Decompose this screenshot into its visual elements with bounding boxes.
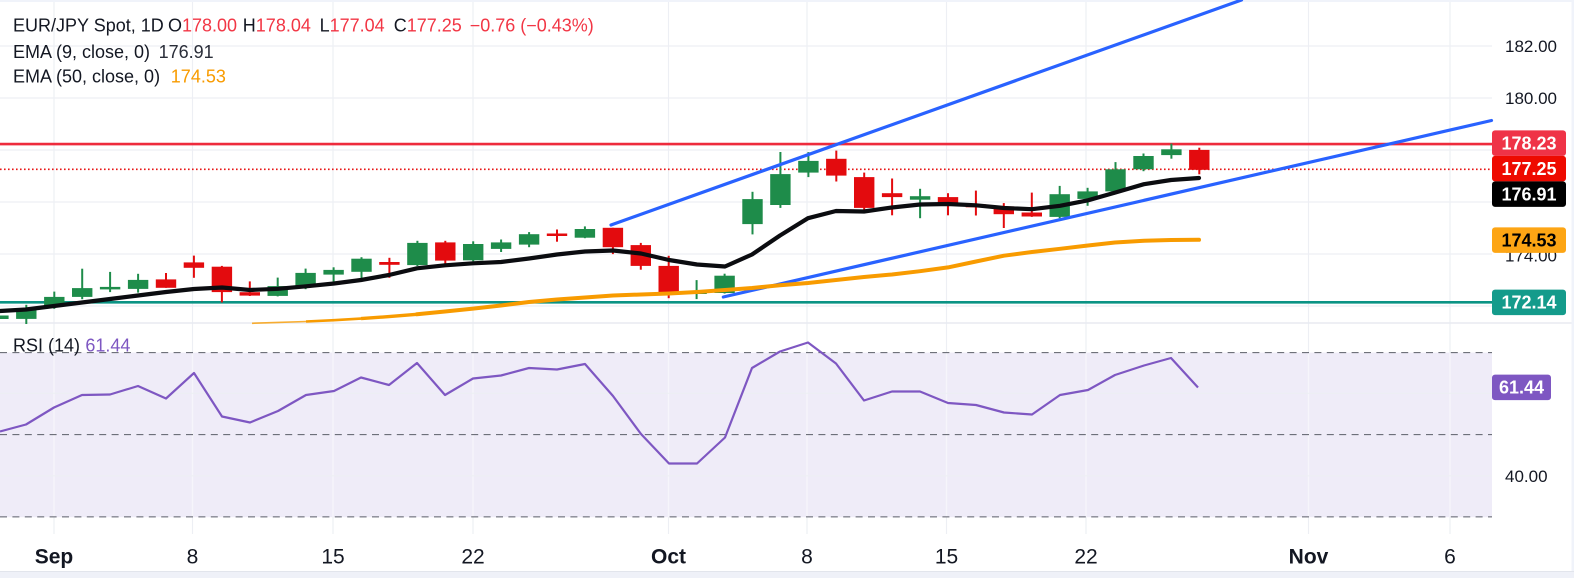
- svg-text:40.00: 40.00: [1505, 467, 1548, 486]
- svg-text:Sep: Sep: [35, 546, 74, 569]
- svg-text:EMA (50, close, 0): EMA (50, close, 0): [13, 67, 160, 87]
- svg-text:8: 8: [187, 546, 199, 569]
- svg-text:22: 22: [461, 546, 484, 569]
- svg-text:22: 22: [1074, 546, 1097, 569]
- svg-text:174.53: 174.53: [1501, 231, 1556, 251]
- svg-text:8: 8: [801, 546, 813, 569]
- svg-text:176.91: 176.91: [159, 42, 214, 62]
- svg-text:RSI (14): RSI (14): [13, 336, 80, 356]
- svg-text:61.44: 61.44: [85, 336, 130, 356]
- svg-text:180.00: 180.00: [1505, 89, 1557, 108]
- svg-text:Nov: Nov: [1289, 546, 1329, 569]
- svg-text:−0.76 (−0.43%): −0.76 (−0.43%): [470, 16, 594, 36]
- svg-text:L177.04: L177.04: [320, 16, 385, 36]
- svg-text:182.00: 182.00: [1505, 37, 1557, 56]
- svg-text:15: 15: [935, 546, 958, 569]
- svg-text:178.23: 178.23: [1501, 134, 1556, 154]
- svg-text:176.91: 176.91: [1501, 185, 1556, 205]
- svg-text:177.25: 177.25: [1501, 159, 1556, 179]
- svg-text:H178.04: H178.04: [243, 16, 311, 36]
- svg-text:15: 15: [321, 546, 344, 569]
- svg-text:EMA (9, close, 0): EMA (9, close, 0): [13, 42, 150, 62]
- svg-text:EUR/JPY Spot, 1D: EUR/JPY Spot, 1D: [13, 16, 164, 36]
- svg-text:Oct: Oct: [651, 546, 686, 569]
- svg-text:C177.25: C177.25: [394, 16, 462, 36]
- svg-text:6: 6: [1444, 546, 1456, 569]
- svg-text:172.14: 172.14: [1501, 293, 1556, 313]
- svg-text:174.53: 174.53: [171, 67, 226, 87]
- svg-text:O178.00: O178.00: [168, 16, 237, 36]
- svg-text:61.44: 61.44: [1499, 378, 1544, 398]
